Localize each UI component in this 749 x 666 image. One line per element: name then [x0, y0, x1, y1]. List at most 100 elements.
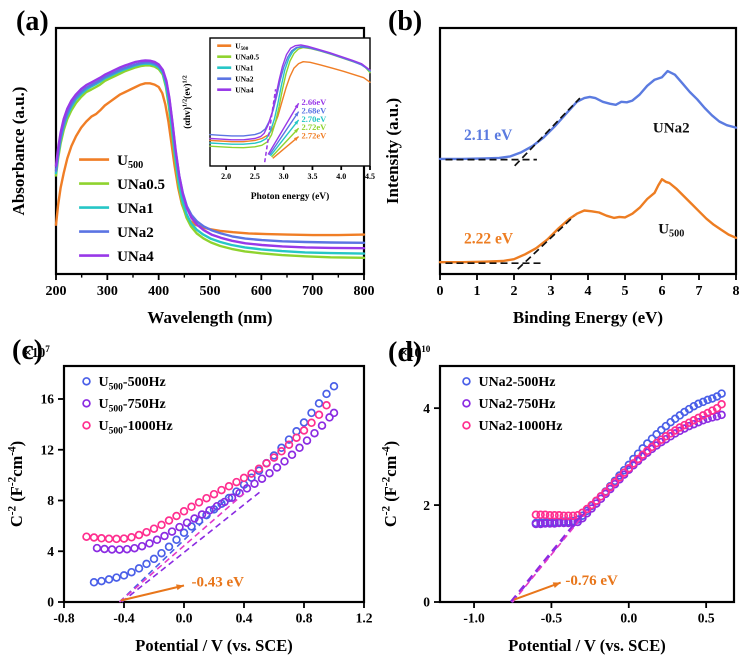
- panel-a-uvvis: 200 300 400 500 600 700 800 Wavelength (nm) Abso…: [8, 6, 376, 332]
- extrapolation-dashed-line-0: [118, 496, 230, 603]
- y-axis-label: Absorbance (a.u.): [9, 87, 28, 216]
- chart-c-mott-schottky: -0.8 -0.4 0.0 0.4 0.8 1.2 0 4 8 12 16 Potential / V…: [8, 344, 373, 655]
- x-tick-label: 4.5: [365, 172, 375, 181]
- annotation-arrow: [268, 111, 300, 156]
- y-axis: 0 4 8 12 16: [41, 392, 64, 610]
- x-tick-label: 2.0: [221, 172, 231, 181]
- x-tick-label: -1.0: [463, 611, 485, 626]
- series-U500-1000Hz: [82, 401, 331, 544]
- legend-item-label: UNa2: [235, 74, 254, 83]
- annotation-text: 2.66eV: [302, 97, 328, 107]
- x-tick-label: 2: [511, 284, 518, 299]
- legend: U500 UNa0.5 UNa1 UNa2 UNa4: [79, 153, 165, 265]
- chart-d-mott-schottky: -1.0 -0.5 0.0 0.5 0 2 4 Potential / V (vs. SCE)…: [381, 344, 736, 655]
- legend-marker-circle: [462, 377, 471, 386]
- x-axis-label: Wavelength (nm): [147, 308, 272, 327]
- annotation-text: 2.72eV: [302, 122, 328, 132]
- x-tick-label: 2.5: [250, 172, 260, 181]
- annotation-text: 2.72eV: [302, 130, 328, 140]
- x-tick-label: 800: [354, 284, 375, 299]
- extrapolation-dashed-line-1: [512, 519, 581, 603]
- arrowhead: [294, 119, 299, 125]
- x-tick-label: 7: [696, 284, 703, 299]
- annotation-text: -0.43 eV: [192, 575, 245, 591]
- extrapolation-dashed-line-1: [118, 492, 245, 603]
- legend-item-label: U500-500Hz: [99, 375, 166, 392]
- x-tick-label: -0.5: [541, 611, 563, 626]
- y-tick-label: 0: [423, 595, 430, 610]
- series-U500-750Hz: [92, 408, 339, 554]
- extrapolation-dashed-line-3: [517, 215, 575, 270]
- x-tick-label: 1: [474, 284, 481, 299]
- arrowhead: [294, 103, 299, 109]
- annotation-text: UNa2: [653, 121, 690, 137]
- series-UNa4: [209, 44, 371, 141]
- chart-a-tauc-inset: 2.0 2.5 3.0 3.5 4.0 4.5 Photon energy (eV) (αhv…: [181, 37, 375, 202]
- arrowhead: [552, 582, 561, 588]
- x-tick-label: 700: [302, 284, 323, 299]
- x-tick-label: 0.8: [296, 611, 313, 626]
- panel-label-b: (b): [388, 6, 423, 37]
- x-tick-label: 500: [200, 284, 221, 299]
- x-axis-label: Potential / V (vs. SCE): [135, 636, 293, 655]
- legend-item-label: U500-1000Hz: [99, 419, 173, 436]
- legend-item-label: UNa2-500Hz: [478, 375, 555, 390]
- legend-item-label: UNa1: [235, 63, 254, 72]
- panel-label-c: (c): [12, 335, 44, 366]
- series-UNa2-750Hz: [531, 410, 726, 529]
- x-tick-label: 600: [251, 284, 272, 299]
- y-axis-label: C-2 (F-2cm-4): [381, 441, 400, 527]
- legend-item-label: UNa0.5: [235, 52, 259, 61]
- x-axis: 0 1 2 3 4 5 6 7 8: [437, 274, 740, 299]
- series-UNa2: [209, 46, 371, 137]
- x-axis-label: Binding Energy (eV): [513, 308, 663, 327]
- legend-marker-circle: [82, 399, 91, 408]
- y-tick-label: 12: [41, 442, 55, 457]
- x-tick-label: 0.5: [698, 611, 715, 626]
- legend-item-label: U500: [117, 153, 143, 171]
- x-tick-label: 0: [437, 284, 444, 299]
- series-UNa2: [438, 69, 738, 161]
- chart-b-valence-band: 0 1 2 3 4 5 6 7 8 Binding Energy (eV) Intensity (a…: [383, 26, 740, 327]
- x-tick-label: 6: [659, 284, 666, 299]
- x-tick-label: 400: [148, 284, 169, 299]
- series-UNa1: [54, 62, 366, 255]
- panel-b-vbxps: 0 1 2 3 4 5 6 7 8 Binding Energy (eV) Intensity (a…: [380, 6, 746, 332]
- annotation-text: 2.70eV: [302, 114, 328, 124]
- plot-frame: [438, 364, 736, 604]
- x-tick-label: 4: [585, 284, 592, 299]
- annotation-arrow: [271, 127, 300, 158]
- y-axis-label: C-2 (F-2cm-4): [8, 441, 26, 527]
- legend-marker-circle: [462, 399, 471, 408]
- x-tick-label: 300: [97, 284, 118, 299]
- arrowhead: [293, 136, 299, 141]
- extrapolation-dashed-line-0: [510, 512, 585, 603]
- legend-marker-circle: [462, 421, 471, 430]
- legend-item-label: UNa1: [117, 201, 154, 217]
- x-tick-label: 3.0: [279, 172, 289, 181]
- panel-label-a: (a): [16, 6, 49, 37]
- panel-label-d: (d): [388, 337, 423, 368]
- x-tick-label: 5: [622, 284, 629, 299]
- plot-frame: [438, 26, 738, 276]
- legend: U500-500Hz U500-750Hz U500-1000Hz: [82, 375, 173, 436]
- series-UNa2: [54, 61, 366, 244]
- annotation-text: -0.76 eV: [565, 573, 618, 589]
- plot-frame: [62, 364, 366, 604]
- y-tick-label: 0: [47, 595, 54, 610]
- annotation-arrow: [120, 584, 185, 602]
- panel-c-mott-schottky-u500: -0.8 -0.4 0.0 0.4 0.8 1.2 0 4 8 12 16 Potential / V…: [8, 336, 376, 662]
- legend-marker-circle: [82, 377, 91, 386]
- y-axis-label: Intensity (a.u.): [383, 98, 402, 204]
- y-tick-label: 8: [47, 493, 54, 508]
- x-tick-label: 0.4: [236, 611, 253, 626]
- legend-item-label: U500-750Hz: [99, 397, 166, 414]
- arrowhead: [294, 111, 299, 117]
- y-tick-label: 16: [41, 392, 55, 407]
- legend-item-label: UNa4: [117, 249, 154, 265]
- legend-item-label: UNa2: [117, 225, 154, 241]
- axis-exponent-label: ×1010: [400, 344, 431, 360]
- series-U500: [438, 178, 738, 264]
- annotation-text: 2.11 eV: [464, 127, 513, 144]
